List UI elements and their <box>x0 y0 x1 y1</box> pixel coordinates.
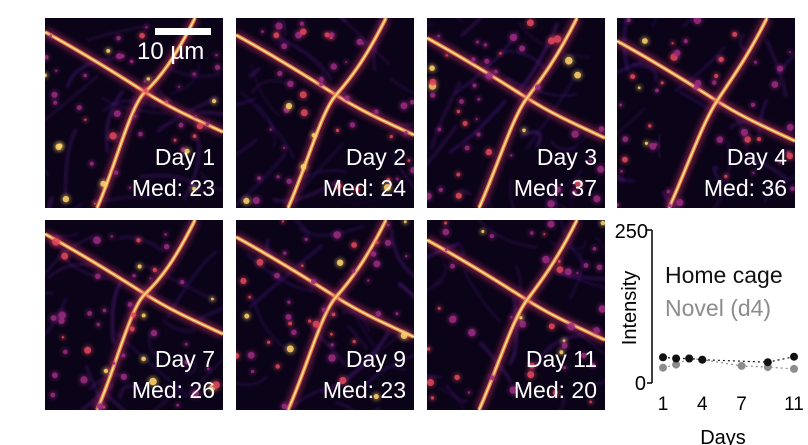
data-point-series-1-day-11 <box>790 364 798 373</box>
median-label: Med: 20 <box>513 377 597 403</box>
microscopy-panel-day-3: Day 3 Med: 37 <box>427 18 605 208</box>
y-axis-label: Intensity <box>619 271 641 345</box>
dendrite-image <box>45 220 223 410</box>
median-label: Med: 26 <box>131 377 215 403</box>
series-line-1 <box>662 357 795 370</box>
microscopy-panel-day-11: Day 11 Med: 20 <box>427 220 605 410</box>
data-point-series-1-day-7 <box>737 361 746 370</box>
x-tick-label-1: 1 <box>658 394 669 415</box>
data-point-series-0-day-4 <box>698 355 707 364</box>
day-label: Day 7 <box>154 346 215 372</box>
microscopy-panel-day-7: Day 7 Med: 26 <box>45 220 223 410</box>
dendrite-image <box>236 220 414 410</box>
data-point-series-0-day-2 <box>672 354 681 363</box>
day-label: Day 1 <box>154 144 215 170</box>
microscopy-panel-day-2: Day 2 Med: 24 <box>236 18 414 208</box>
day-label: Day 2 <box>345 144 406 170</box>
day-label: Day 9 <box>345 346 406 372</box>
y-tick-label-0: 0 <box>635 373 646 395</box>
scale-bar-label: 10 µm <box>137 38 205 65</box>
data-point-series-0-day-1 <box>659 353 667 362</box>
data-point-series-1-day-1 <box>659 363 667 372</box>
data-point-series-0-day-9 <box>763 358 772 367</box>
median-label: Med: 24 <box>322 175 406 201</box>
median-label: Med: 23 <box>131 175 215 201</box>
scale-bar <box>155 28 211 35</box>
microscopy-panel-day-9: Day 9 Med: 23 <box>236 220 414 410</box>
legend-novel: Novel (d4) <box>665 295 771 321</box>
data-point-series-1-day-2 <box>672 360 681 369</box>
median-label: Med: 36 <box>703 175 787 201</box>
dendrite-image <box>236 18 414 208</box>
x-axis-label: Days <box>700 427 746 445</box>
y-tick-label-250: 250 <box>615 221 648 243</box>
legend-home-cage: Home cage <box>665 262 783 288</box>
intensity-chart: 250 0 Intensity 1 4 7 11 Days Home cage … <box>615 221 804 445</box>
data-point-series-0-day-3 <box>685 354 694 363</box>
x-tick-label-11: 11 <box>784 394 804 415</box>
x-tick-label-7: 7 <box>736 394 747 415</box>
dendrite-image <box>617 18 795 208</box>
median-label: Med: 37 <box>513 175 597 201</box>
data-point-series-0-day-11 <box>790 352 798 361</box>
microscopy-panel-day-1: 10 µm Day 1 Med: 23 <box>45 18 223 208</box>
series-layer <box>659 352 798 373</box>
median-label: Med: 23 <box>322 377 406 403</box>
day-label: Day 11 <box>525 346 597 372</box>
x-tick-label-4: 4 <box>697 394 708 415</box>
dendrite-image <box>427 220 605 410</box>
day-label: Day 4 <box>726 144 787 170</box>
dendrite-image <box>427 18 605 208</box>
microscopy-panel-day-4: Day 4 Med: 36 <box>617 18 795 208</box>
dendrite-image <box>45 18 223 208</box>
day-label: Day 3 <box>536 144 597 170</box>
